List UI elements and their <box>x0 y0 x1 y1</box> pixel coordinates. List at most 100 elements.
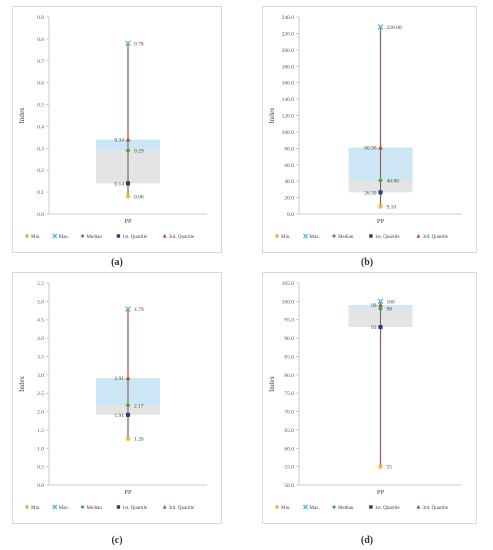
legend-label: 1st. Quartile <box>122 235 147 240</box>
value-label-median: 98 <box>387 307 393 313</box>
y-tick-label: 0.5 <box>37 103 44 109</box>
legend-marker-4 <box>416 234 421 238</box>
marker-max-stroke <box>377 298 384 305</box>
y-tick-label: 0.7 <box>37 59 44 65</box>
y-tick-label: 180.0 <box>282 64 295 70</box>
legend-marker-1 <box>52 504 58 510</box>
marker-q3 <box>125 375 131 381</box>
legend-label: Median <box>87 506 103 511</box>
box-plot-b: 0.0 20.0 40.0 60.0 80.0 100.0 120.0 140.0 160.0 1… <box>268 15 462 240</box>
y-tick-label: 0.0 <box>287 212 294 218</box>
y-tick-label: 70.0 <box>284 410 294 416</box>
legend-marker-0 <box>25 504 29 510</box>
y-tick-label: 55.0 <box>284 465 294 471</box>
y-tick-label: 0.5 <box>37 465 44 471</box>
y-tick-label: 20.0 <box>284 196 294 202</box>
marker-max-stroke <box>125 40 131 47</box>
y-tick-label: 2.5 <box>37 391 44 397</box>
y-tick-label: 2.0 <box>37 410 44 416</box>
y-tick-label: 3.5 <box>37 354 44 360</box>
y-tick-label: 200.0 <box>282 48 295 54</box>
value-label-min: 55 <box>387 465 393 471</box>
value-label-max: 0.78 <box>134 41 144 47</box>
y-tick-label: 4.5 <box>37 318 44 324</box>
legend-marker-0-stroke <box>275 233 279 239</box>
chart-panel-b: 0.0 20.0 40.0 60.0 80.0 100.0 120.0 140.0 160.0 1… <box>262 6 477 253</box>
legend-marker-2 <box>80 234 85 238</box>
y-tick-label: 4.0 <box>37 336 44 342</box>
legend-label: Median <box>87 235 103 240</box>
value-label-q3: 0.34 <box>114 138 124 144</box>
box-plot-d: 50.0 55.0 60.0 65.0 70.0 75.0 80.0 85.0 90.0 95.0… <box>268 281 462 511</box>
chart-panel-a: 0.0 0.1 0.2 0.3 0.4 0.5 0.6 0.7 0.8 0.9 Index PP 0.7… <box>12 6 222 253</box>
y-tick-label: 0.0 <box>37 483 44 489</box>
legend-marker-2 <box>80 505 85 509</box>
legend-marker-0-stroke <box>25 504 29 510</box>
y-axis-label: Index <box>18 107 26 123</box>
y-tick-label: 40.0 <box>284 179 294 185</box>
marker-min <box>378 464 383 470</box>
legend-marker-4 <box>416 505 421 509</box>
legend-marker-2 <box>332 505 337 509</box>
legend-label: 3rd. Quartile <box>169 235 195 240</box>
y-tick-label: 0.0 <box>37 212 44 218</box>
y-tick-label: 0.9 <box>37 15 44 21</box>
legend-marker-0 <box>275 504 279 510</box>
value-label-min: 0.08 <box>134 194 144 200</box>
legend-label: Min. <box>281 506 291 511</box>
marker-min <box>125 436 131 442</box>
caption-b: (b) <box>360 257 374 268</box>
marker-max <box>377 298 384 305</box>
marker-max <box>125 306 131 312</box>
marker-min-stroke <box>378 464 383 470</box>
marker-max <box>377 23 384 30</box>
marker-min-stroke <box>378 204 383 209</box>
box-plot-a: 0.0 0.1 0.2 0.3 0.4 0.5 0.6 0.7 0.8 0.9 Index PP 0.7… <box>18 15 207 240</box>
marker-max <box>125 40 131 47</box>
legend-marker-0 <box>275 233 279 239</box>
legend-marker-1-stroke <box>52 504 58 510</box>
y-tick-label: 105.0 <box>282 281 295 287</box>
x-category-label: PP <box>377 218 385 225</box>
marker-q1 <box>378 325 383 330</box>
y-tick-label: 60.0 <box>284 163 294 169</box>
legend-label: Min. <box>31 506 41 511</box>
marker-min-stroke <box>126 436 130 442</box>
legend-marker-3 <box>116 234 121 238</box>
y-tick-label: 240.0 <box>282 15 295 21</box>
legend-marker-0-stroke <box>275 504 279 510</box>
y-tick-label: 0.8 <box>37 37 44 43</box>
legend-label: Max. <box>59 506 69 511</box>
x-category-label: PP <box>124 218 132 225</box>
value-label-median: 40.80 <box>387 179 400 185</box>
y-tick-label: 60.0 <box>284 446 294 452</box>
value-label-max: 4.79 <box>134 307 144 313</box>
marker-max-stroke <box>377 23 384 30</box>
y-tick-label: 5.0 <box>37 299 44 305</box>
caption-c: (c) <box>111 535 123 546</box>
value-label-max: 100 <box>387 299 396 305</box>
value-label-q3: 80.90 <box>364 146 377 152</box>
value-label-median: 0.29 <box>134 149 144 155</box>
marker-q3 <box>378 145 383 150</box>
y-tick-label: 220.0 <box>282 31 295 37</box>
value-label-min: 1.26 <box>134 437 144 443</box>
marker-min <box>378 204 383 209</box>
y-tick-label: 3.0 <box>37 373 44 379</box>
y-tick-label: 75.0 <box>284 391 294 397</box>
caption-d: (d) <box>360 535 374 546</box>
x-category-label: PP <box>124 489 132 496</box>
marker-q1 <box>125 181 131 186</box>
y-tick-label: 1.5 <box>37 428 44 434</box>
y-tick-label: 95.0 <box>284 318 294 324</box>
legend-label: Max. <box>310 235 320 240</box>
marker-min <box>125 194 131 199</box>
marker-median <box>125 148 131 153</box>
value-label-median: 2.17 <box>134 403 144 409</box>
y-tick-label: 80.0 <box>284 373 294 379</box>
y-axis-label: Index <box>268 107 276 123</box>
legend-marker-4 <box>162 505 167 509</box>
y-tick-label: 120.0 <box>282 114 295 120</box>
caption-a: (a) <box>111 257 123 268</box>
y-tick-label: 1.0 <box>37 446 44 452</box>
